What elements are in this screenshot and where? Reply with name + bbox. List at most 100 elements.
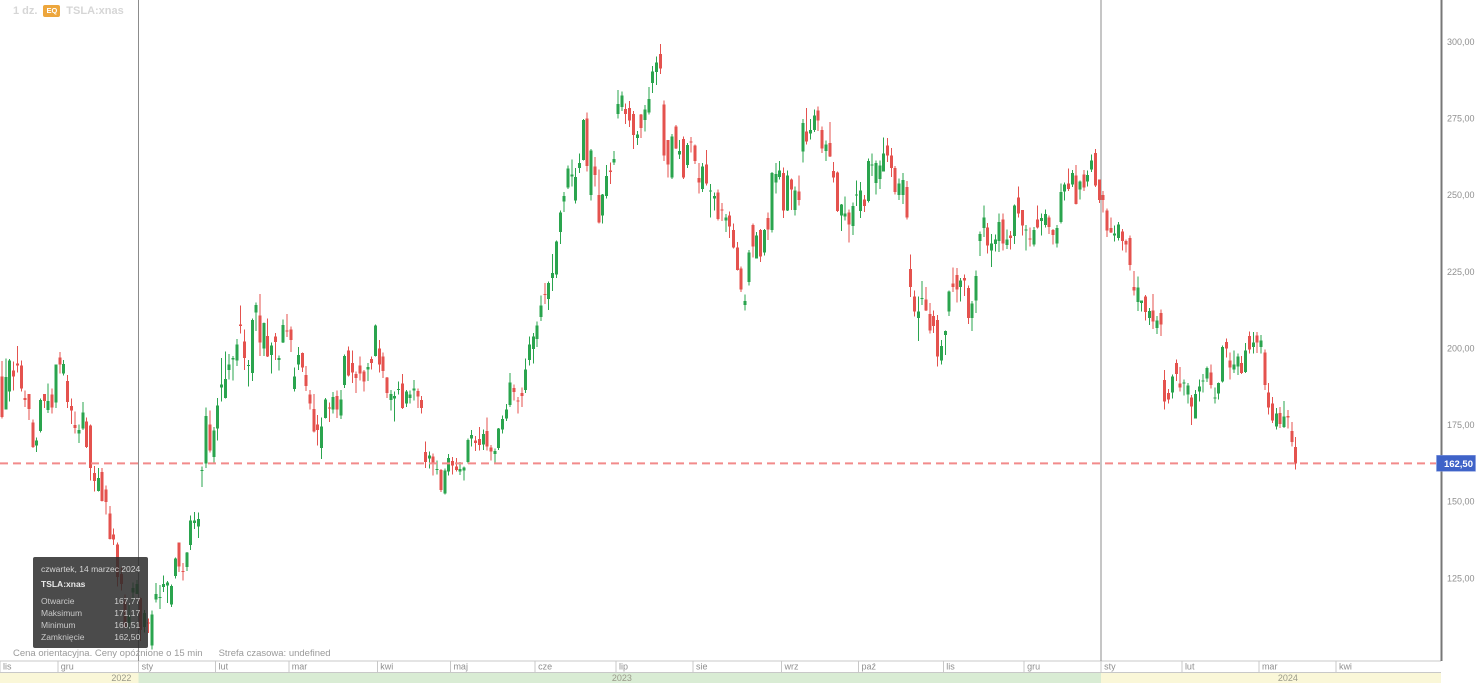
candle[interactable] xyxy=(381,356,385,372)
candle[interactable] xyxy=(477,438,481,445)
candle[interactable] xyxy=(300,353,304,368)
candle[interactable] xyxy=(239,324,243,327)
candle[interactable] xyxy=(481,433,485,445)
interval-selector[interactable]: 1 dz. xyxy=(13,5,38,17)
candle[interactable] xyxy=(1047,217,1051,227)
candle[interactable] xyxy=(678,151,682,155)
candle[interactable] xyxy=(905,186,909,218)
candle[interactable] xyxy=(400,383,404,409)
candle[interactable] xyxy=(1228,360,1232,368)
candle[interactable] xyxy=(227,364,231,370)
candle[interactable] xyxy=(986,227,990,246)
candle[interactable] xyxy=(504,409,508,419)
candle[interactable] xyxy=(685,144,689,165)
candle[interactable] xyxy=(870,164,874,166)
candle[interactable] xyxy=(408,394,412,398)
candle[interactable] xyxy=(58,357,62,365)
candle[interactable] xyxy=(1070,173,1074,185)
candle[interactable] xyxy=(308,394,312,404)
candle[interactable] xyxy=(1120,231,1124,242)
candle[interactable] xyxy=(878,165,882,179)
candle[interactable] xyxy=(189,520,193,545)
candle[interactable] xyxy=(412,388,416,391)
candle[interactable] xyxy=(373,325,377,357)
candle[interactable] xyxy=(608,170,612,173)
candle[interactable] xyxy=(770,173,774,231)
candle[interactable] xyxy=(1224,341,1228,349)
candle[interactable] xyxy=(335,395,339,410)
candle[interactable] xyxy=(966,287,970,318)
candle[interactable] xyxy=(524,369,528,390)
candle[interactable] xyxy=(1128,238,1132,266)
candle[interactable] xyxy=(820,130,824,149)
candle[interactable] xyxy=(1178,383,1182,388)
candle[interactable] xyxy=(273,336,277,342)
candle[interactable] xyxy=(793,190,797,211)
candle[interactable] xyxy=(766,217,770,230)
candle[interactable] xyxy=(1078,181,1082,190)
candle[interactable] xyxy=(1278,412,1282,425)
candle[interactable] xyxy=(296,355,300,365)
candle[interactable] xyxy=(1182,382,1186,384)
candle[interactable] xyxy=(1066,183,1070,189)
candle[interactable] xyxy=(593,166,597,175)
candle[interactable] xyxy=(443,470,447,494)
candle[interactable] xyxy=(805,131,809,142)
candle[interactable] xyxy=(166,582,170,586)
candle[interactable] xyxy=(535,325,539,340)
candle[interactable] xyxy=(354,373,358,378)
candle[interactable] xyxy=(316,424,320,430)
candle[interactable] xyxy=(631,113,635,136)
candle[interactable] xyxy=(670,136,674,178)
candle[interactable] xyxy=(1016,197,1020,214)
candle[interactable] xyxy=(778,170,782,177)
candle[interactable] xyxy=(173,558,177,577)
candle[interactable] xyxy=(493,451,497,455)
candle[interactable] xyxy=(997,222,1001,242)
candle[interactable] xyxy=(951,283,955,288)
candle[interactable] xyxy=(912,296,916,312)
candle[interactable] xyxy=(1124,240,1128,245)
candle[interactable] xyxy=(531,336,535,350)
candle[interactable] xyxy=(404,391,408,404)
candle[interactable] xyxy=(666,140,670,165)
candle[interactable] xyxy=(46,400,50,411)
candle[interactable] xyxy=(470,434,474,439)
candle[interactable] xyxy=(216,405,220,429)
candle[interactable] xyxy=(947,291,951,312)
candle[interactable] xyxy=(1059,191,1063,223)
candle[interactable] xyxy=(312,408,316,432)
candle[interactable] xyxy=(1232,364,1236,370)
candle[interactable] xyxy=(96,478,100,492)
candle[interactable] xyxy=(539,305,543,318)
candle[interactable] xyxy=(285,330,289,332)
candle[interactable] xyxy=(8,360,12,392)
candle[interactable] xyxy=(1040,217,1043,221)
candle[interactable] xyxy=(897,183,901,195)
candle[interactable] xyxy=(262,322,266,349)
candle[interactable] xyxy=(0,376,4,418)
candle[interactable] xyxy=(1201,380,1205,382)
candle[interactable] xyxy=(50,394,54,408)
candle[interactable] xyxy=(924,299,928,311)
candle[interactable] xyxy=(635,134,639,138)
candle[interactable] xyxy=(693,145,697,162)
candle[interactable] xyxy=(604,176,608,197)
candle[interactable] xyxy=(1159,313,1163,325)
candle[interactable] xyxy=(458,469,462,472)
candle[interactable] xyxy=(801,122,805,152)
candle[interactable] xyxy=(1143,296,1147,312)
candle[interactable] xyxy=(847,212,851,225)
candle[interactable] xyxy=(928,313,932,331)
candle[interactable] xyxy=(223,379,227,398)
candle[interactable] xyxy=(932,315,936,327)
candle[interactable] xyxy=(439,470,443,491)
candle[interactable] xyxy=(989,243,993,251)
candle[interactable] xyxy=(358,365,362,374)
candle[interactable] xyxy=(1186,385,1190,395)
candle[interactable] xyxy=(720,209,724,211)
candle[interactable] xyxy=(755,235,759,259)
candle[interactable] xyxy=(674,126,678,149)
candle[interactable] xyxy=(204,416,208,464)
candle[interactable] xyxy=(15,363,19,366)
